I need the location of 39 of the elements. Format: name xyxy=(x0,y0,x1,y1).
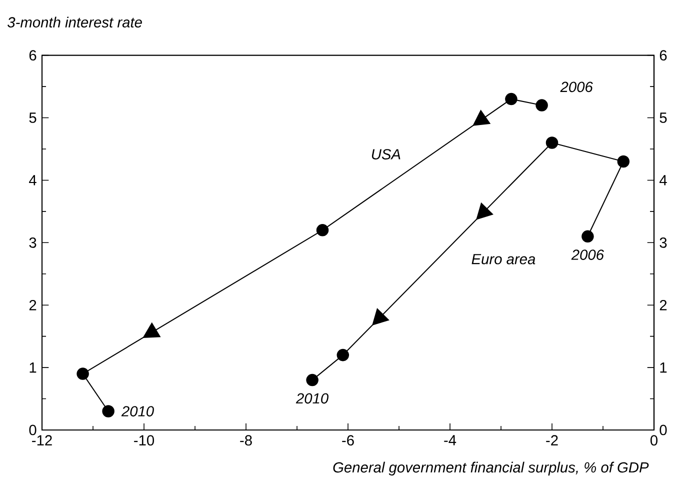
series-label: USA xyxy=(372,149,400,160)
annotation: 2010 xyxy=(296,393,328,404)
y-tick-label: 5 xyxy=(29,112,36,123)
x-tick-label: -10 xyxy=(134,435,154,446)
point xyxy=(536,99,548,112)
y2-tick-label: 3 xyxy=(660,237,667,248)
annotation: 2010 xyxy=(121,406,154,416)
x-tick-label: -4 xyxy=(444,435,456,446)
x-tick-label: -2 xyxy=(546,435,558,446)
x-tick-label: -6 xyxy=(342,435,354,446)
x-tick-label: 0 xyxy=(650,435,658,446)
y2-tick-label: 2 xyxy=(660,300,667,310)
y-tick-label: 4 xyxy=(29,175,36,186)
y-tick-label: 0 xyxy=(29,424,36,436)
y2-tick-label: 0 xyxy=(660,424,667,436)
x-axis-title: General government financial surplus, % of GDP xyxy=(333,462,649,476)
y-axis-title: 3-month interest rate xyxy=(8,16,142,28)
x-tick-label: -8 xyxy=(240,435,252,446)
point xyxy=(505,92,518,106)
point xyxy=(76,368,89,380)
x-tick-label: -12 xyxy=(32,435,52,446)
series-label: Euro area xyxy=(472,254,536,264)
point xyxy=(546,136,558,149)
y-tick-label: 6 xyxy=(29,50,36,61)
y-tick-label: 2 xyxy=(29,300,36,310)
y2-tick-label: 5 xyxy=(660,112,667,123)
y-tick-label: 3 xyxy=(29,237,36,248)
point xyxy=(102,405,114,418)
point xyxy=(316,224,329,236)
point xyxy=(617,155,630,168)
point xyxy=(582,230,594,243)
y2-tick-label: 4 xyxy=(660,175,667,186)
y2-tick-label: 6 xyxy=(660,50,667,61)
y-tick-label: 1 xyxy=(30,362,36,373)
point xyxy=(336,348,350,362)
annotation: 2006 xyxy=(560,82,593,92)
annotation: 2006 xyxy=(571,250,604,260)
y2-tick-label: 1 xyxy=(660,362,667,373)
point xyxy=(306,374,318,386)
